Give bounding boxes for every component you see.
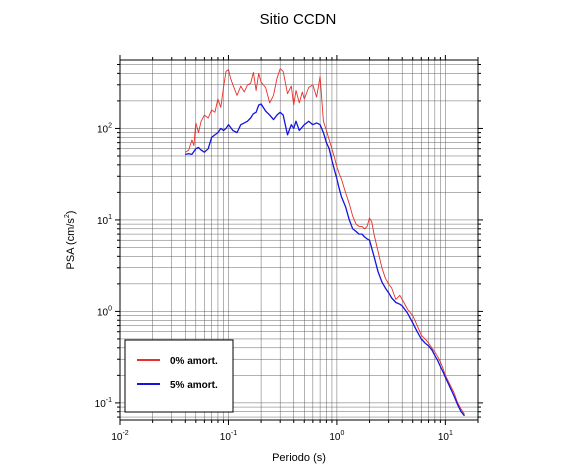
chart-title: Sitio CCDN xyxy=(260,11,337,28)
x-tick-label: 10-2 xyxy=(111,430,128,443)
y-axis-label-close: ) xyxy=(65,211,77,215)
x-tick-label: 100 xyxy=(329,430,344,443)
x-tick-label: 10-1 xyxy=(220,430,237,443)
legend-box xyxy=(124,339,234,413)
y-tick-label: 100 xyxy=(97,305,112,318)
series-line-0 xyxy=(185,68,465,415)
x-ticks: 10-2 10-1 100 101 xyxy=(111,55,479,443)
y-axis-label-main: PSA (cm/s xyxy=(65,218,77,270)
y-tick-label: 10-1 xyxy=(95,397,112,410)
y-ticks: 10-1 100 101 102 xyxy=(95,64,483,418)
y-axis-label: PSA (cm/s2) xyxy=(64,211,77,270)
legend-label-1: 5% amort. xyxy=(170,380,218,391)
legend-label-0: 0% amort. xyxy=(170,356,218,367)
legend: 0% amort. 5% amort. xyxy=(124,339,234,413)
y-tick-label: 102 xyxy=(97,122,112,135)
grid xyxy=(119,60,479,420)
x-axis-label: Periodo (s) xyxy=(272,452,326,464)
x-tick-label: 101 xyxy=(438,430,453,443)
series-line-1 xyxy=(185,103,466,417)
y-axis-label-sup: 2 xyxy=(64,214,71,218)
y-tick-label: 101 xyxy=(97,214,112,227)
series-layer xyxy=(185,68,466,417)
